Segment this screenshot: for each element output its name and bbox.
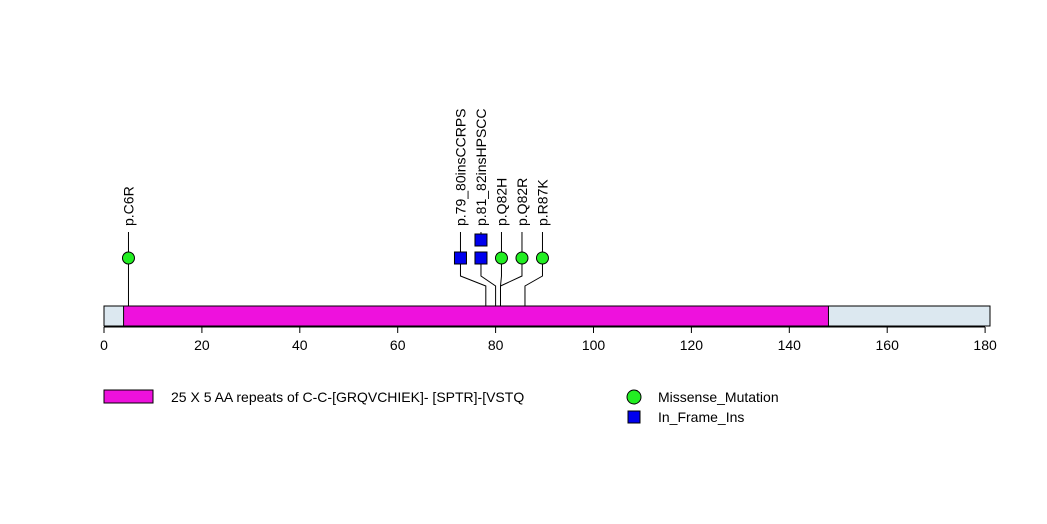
mutation-label: p.81_82insHPSCC — [473, 108, 489, 226]
mutation-marker-square — [453, 251, 467, 265]
x-tick-label: 160 — [876, 337, 900, 353]
mutation-label: p.Q82R — [514, 178, 530, 226]
mutation-label: p.C6R — [120, 186, 136, 226]
legend-domain-label: 25 X 5 AA repeats of C-C-[GRQVCHIEK]- [S… — [171, 389, 524, 405]
mutation-marker-circle — [535, 251, 549, 265]
mutation-stem — [524, 258, 543, 306]
x-tick-label: 0 — [100, 337, 108, 353]
x-tick-label: 140 — [778, 337, 802, 353]
mutation-marker-square — [474, 251, 488, 265]
mutation-stem — [459, 258, 487, 306]
x-tick-label: 20 — [194, 337, 210, 353]
mutation-marker-circle — [515, 251, 529, 265]
x-tick-label: 180 — [973, 337, 997, 353]
mutation-marker-circle — [121, 251, 135, 265]
mutation-label: p.Q82H — [493, 178, 509, 226]
legend-missense-swatch — [626, 389, 642, 405]
mutation-stem — [480, 258, 497, 306]
x-tick-label: 120 — [680, 337, 704, 353]
domain-0 — [123, 305, 829, 327]
x-tick-label: 80 — [488, 337, 504, 353]
legend-label-1: In_Frame_Ins — [658, 409, 744, 425]
legend-inframe-swatch — [627, 410, 641, 424]
x-tick-label: 100 — [582, 337, 606, 353]
mutation-label: p.79_80insCCRPS — [452, 108, 468, 226]
mutation-label: p.R87K — [534, 179, 550, 226]
mutation-stem — [499, 258, 523, 306]
legend-domain-swatch — [103, 389, 154, 404]
mutation-marker-circle — [494, 251, 508, 265]
x-tick-label: 60 — [390, 337, 406, 353]
legend-label-0: Missense_Mutation — [658, 389, 779, 405]
mutation-marker-square — [474, 233, 488, 247]
x-tick-label: 40 — [292, 337, 308, 353]
